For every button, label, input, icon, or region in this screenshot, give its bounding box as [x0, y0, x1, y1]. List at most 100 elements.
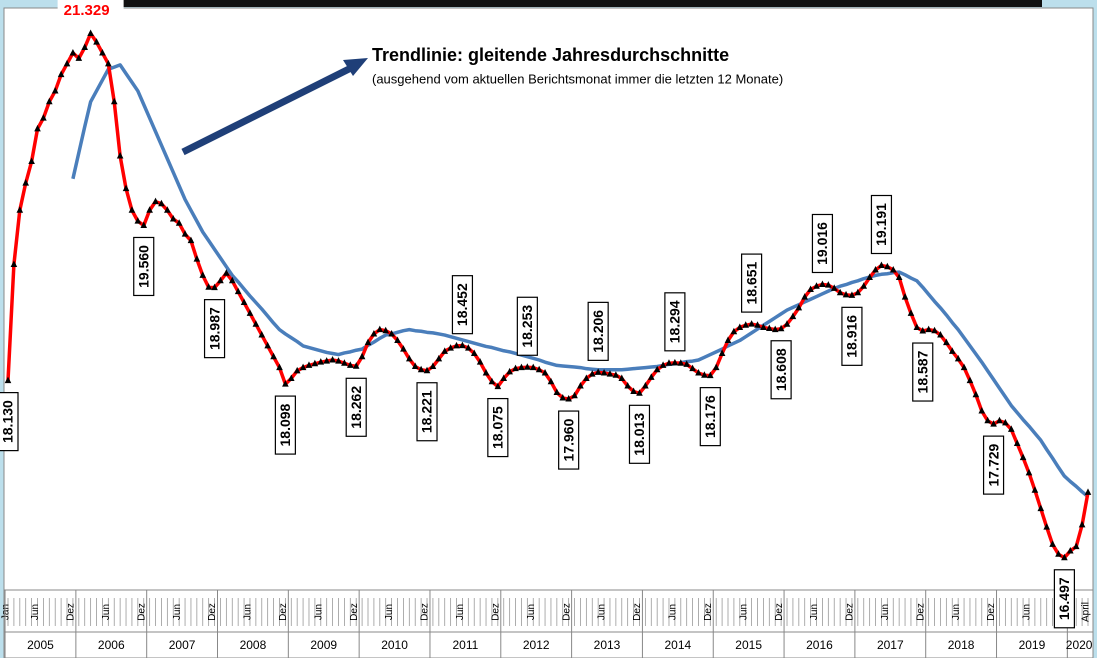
year-label: 2008	[240, 638, 267, 652]
marker	[783, 320, 791, 327]
value-label: 18.253	[519, 305, 535, 348]
marker	[642, 382, 649, 389]
label-box	[558, 410, 580, 470]
label-box	[0, 392, 19, 452]
marker	[346, 361, 354, 368]
marker	[866, 273, 873, 281]
x-tick-label: Dez	[703, 603, 714, 621]
marker	[583, 374, 590, 381]
marker	[683, 360, 690, 367]
x-tick-label: Jun	[738, 604, 749, 620]
marker	[937, 331, 944, 338]
marker	[771, 325, 779, 333]
marker	[972, 390, 980, 398]
marker	[913, 323, 921, 330]
label-box	[133, 236, 155, 297]
marker	[459, 341, 466, 349]
x-tick-label: Dez	[561, 603, 572, 621]
marker	[234, 287, 242, 295]
marker	[435, 354, 443, 362]
data-line	[6, 31, 1090, 560]
x-tick-label: Dez	[632, 603, 643, 621]
marker	[553, 388, 561, 396]
label-box	[587, 301, 609, 361]
marker	[75, 54, 83, 61]
plot-area	[3, 7, 1094, 658]
marker	[559, 393, 567, 401]
value-label: 18.130	[0, 400, 16, 443]
marker	[99, 48, 106, 56]
marker	[311, 359, 319, 367]
marker	[470, 349, 478, 356]
year-label: 2011	[452, 638, 478, 652]
marker	[766, 324, 773, 332]
marker	[996, 416, 1003, 424]
marker	[323, 357, 330, 364]
annotation-arrow	[181, 62, 357, 156]
marker	[789, 312, 797, 320]
marker	[1019, 453, 1027, 461]
marker	[146, 206, 153, 213]
marker	[624, 382, 631, 389]
marker	[140, 221, 148, 228]
marker	[1002, 418, 1009, 426]
marker	[813, 282, 820, 289]
marker	[105, 59, 112, 67]
value-label: 18.452	[454, 283, 470, 326]
marker	[825, 281, 832, 288]
marker	[594, 368, 602, 375]
marker	[376, 325, 384, 333]
marker	[341, 359, 348, 366]
marker	[506, 367, 513, 375]
label-box	[487, 397, 509, 458]
marker	[647, 373, 655, 380]
marker	[618, 374, 626, 381]
year-label: 2005	[27, 638, 54, 652]
marker	[447, 344, 454, 351]
marker	[134, 217, 142, 224]
label-box	[451, 275, 474, 335]
marker	[978, 406, 986, 414]
marker	[128, 206, 136, 213]
trend-line	[71, 63, 1090, 499]
value-label: 18.176	[702, 395, 718, 438]
x-tick-label: Jan	[1, 604, 12, 620]
year-label: 2006	[98, 638, 125, 652]
label-box	[870, 194, 893, 255]
marker	[529, 363, 537, 371]
marker	[394, 336, 401, 343]
year-label: 2015	[735, 638, 762, 652]
value-label: 19.191	[873, 203, 889, 246]
year-label: 2012	[523, 638, 550, 652]
value-label: 18.075	[490, 406, 506, 449]
marker	[258, 331, 266, 338]
year-label: 2009	[310, 638, 337, 652]
marker	[81, 43, 89, 51]
annotation-arrow-head	[343, 58, 368, 76]
marker	[512, 364, 519, 372]
marker	[1025, 468, 1033, 476]
x-tick-label: Jun	[30, 604, 41, 620]
marker	[606, 370, 614, 377]
year-label: 2007	[169, 638, 196, 652]
x-tick-label: Jun	[313, 604, 324, 620]
marker	[10, 260, 18, 268]
marker	[423, 366, 431, 374]
label-box	[811, 213, 834, 274]
marker	[400, 345, 407, 352]
marker	[429, 362, 437, 370]
marker	[889, 265, 897, 273]
marker	[1061, 553, 1068, 561]
marker	[848, 291, 856, 298]
marker	[541, 369, 549, 376]
marker	[187, 236, 195, 244]
marker	[240, 298, 248, 305]
label-box	[982, 435, 1005, 495]
x-tick-label: Jun	[1022, 604, 1033, 620]
marker	[777, 324, 785, 332]
marker	[677, 359, 685, 366]
x-tick-label: Dez	[278, 603, 289, 621]
value-label: 18.608	[773, 348, 789, 391]
value-label: 18.916	[844, 315, 860, 358]
marker	[317, 358, 325, 365]
